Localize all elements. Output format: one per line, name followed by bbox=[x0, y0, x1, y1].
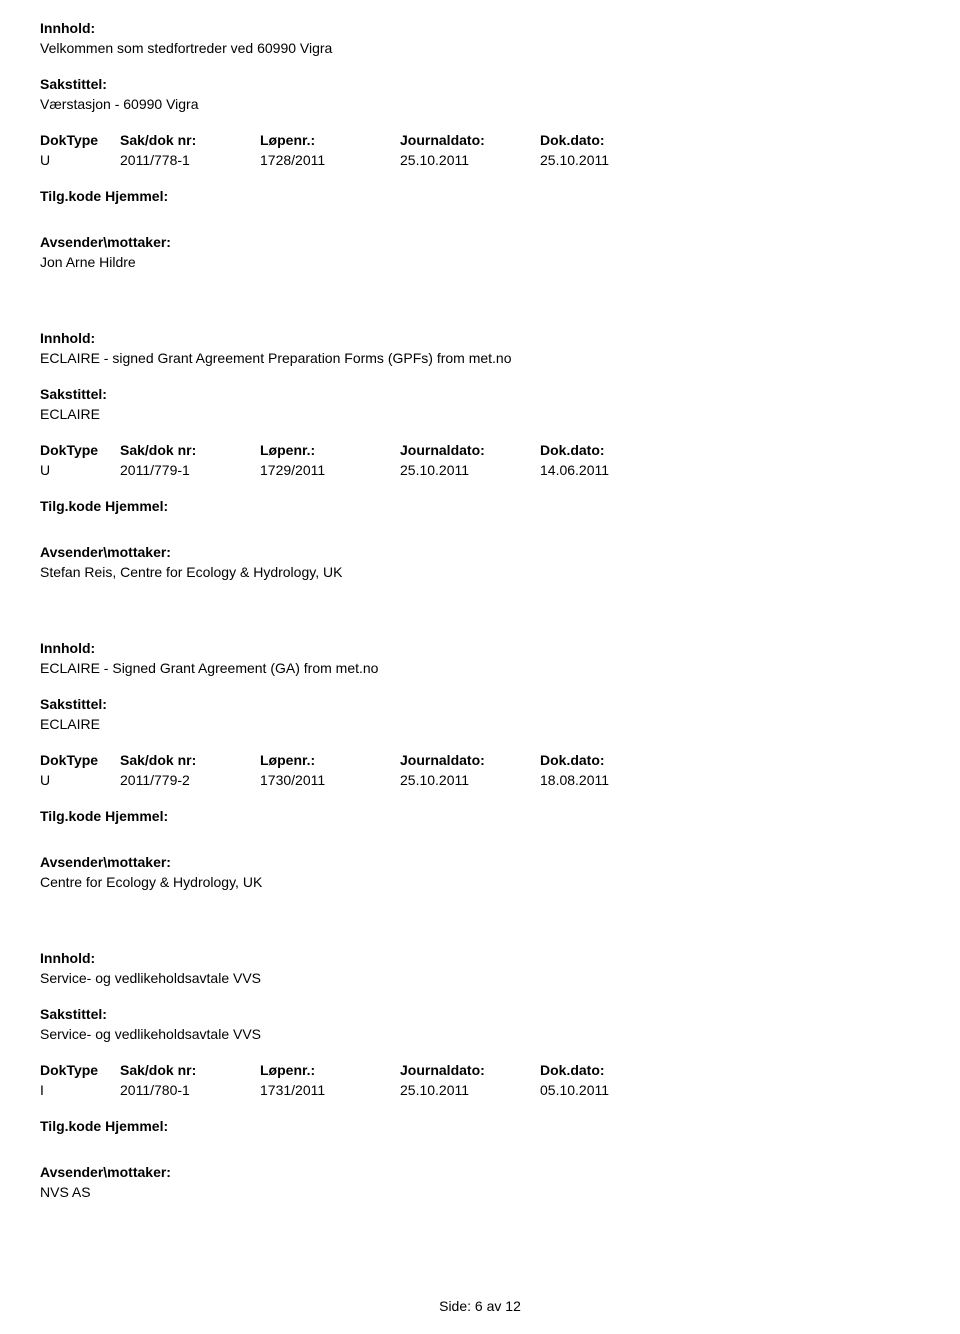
record-3: Innhold: ECLAIRE - Signed Grant Agreemen… bbox=[40, 640, 920, 890]
hjemmel-label: Hjemmel: bbox=[105, 1118, 168, 1134]
doktype-header: DokType bbox=[40, 132, 120, 148]
sakdoknr-header: Sak/dok nr: bbox=[120, 132, 260, 148]
sakdoknr-value: 2011/778-1 bbox=[120, 152, 260, 168]
tilgkode-label: Tilg.kode bbox=[40, 188, 101, 204]
lopenr-header: Løpenr.: bbox=[260, 1062, 400, 1078]
record-4: Innhold: Service- og vedlikeholdsavtale … bbox=[40, 950, 920, 1200]
dokdato-value: 25.10.2011 bbox=[540, 152, 680, 168]
sakstittel-text: Service- og vedlikeholdsavtale VVS bbox=[40, 1026, 920, 1042]
innhold-label: Innhold: bbox=[40, 20, 920, 36]
dokdato-value: 18.08.2011 bbox=[540, 772, 680, 788]
avsender-value: Jon Arne Hildre bbox=[40, 254, 920, 270]
sakstittel-text: ECLAIRE bbox=[40, 716, 920, 732]
sakstittel-text: ECLAIRE bbox=[40, 406, 920, 422]
innhold-text: ECLAIRE - Signed Grant Agreement (GA) fr… bbox=[40, 660, 920, 676]
page-total: 12 bbox=[505, 1298, 521, 1314]
sakdoknr-value: 2011/780-1 bbox=[120, 1082, 260, 1098]
avsender-label: Avsender\mottaker: bbox=[40, 544, 920, 560]
lopenr-value: 1728/2011 bbox=[260, 152, 400, 168]
avsender-block: Avsender\mottaker: Jon Arne Hildre bbox=[40, 234, 920, 270]
table-header: DokType Sak/dok nr: Løpenr.: Journaldato… bbox=[40, 1062, 920, 1078]
innhold-text: ECLAIRE - signed Grant Agreement Prepara… bbox=[40, 350, 920, 366]
journaldato-header: Journaldato: bbox=[400, 1062, 540, 1078]
dokdato-value: 05.10.2011 bbox=[540, 1082, 680, 1098]
journaldato-value: 25.10.2011 bbox=[400, 772, 540, 788]
innhold-label: Innhold: bbox=[40, 950, 920, 966]
table-row: U 2011/779-2 1730/2011 25.10.2011 18.08.… bbox=[40, 772, 920, 788]
innhold-text: Service- og vedlikeholdsavtale VVS bbox=[40, 970, 920, 986]
tilg-hjemmel-row: Tilg.kode Hjemmel: bbox=[40, 188, 920, 204]
page-current: 6 bbox=[475, 1298, 483, 1314]
dokdato-value: 14.06.2011 bbox=[540, 462, 680, 478]
record-1: Innhold: Velkommen som stedfortreder ved… bbox=[40, 20, 920, 270]
avsender-value: Stefan Reis, Centre for Ecology & Hydrol… bbox=[40, 564, 920, 580]
table-header: DokType Sak/dok nr: Løpenr.: Journaldato… bbox=[40, 752, 920, 768]
lopenr-value: 1731/2011 bbox=[260, 1082, 400, 1098]
avsender-block: Avsender\mottaker: NVS AS bbox=[40, 1164, 920, 1200]
side-label: Side: bbox=[439, 1298, 471, 1314]
lopenr-header: Løpenr.: bbox=[260, 132, 400, 148]
table-row: U 2011/779-1 1729/2011 25.10.2011 14.06.… bbox=[40, 462, 920, 478]
sakdoknr-value: 2011/779-2 bbox=[120, 772, 260, 788]
avsender-label: Avsender\mottaker: bbox=[40, 234, 920, 250]
record-2: Innhold: ECLAIRE - signed Grant Agreemen… bbox=[40, 330, 920, 580]
doktype-header: DokType bbox=[40, 1062, 120, 1078]
tilg-hjemmel-row: Tilg.kode Hjemmel: bbox=[40, 498, 920, 514]
table-header: DokType Sak/dok nr: Løpenr.: Journaldato… bbox=[40, 132, 920, 148]
avsender-label: Avsender\mottaker: bbox=[40, 854, 920, 870]
innhold-label: Innhold: bbox=[40, 640, 920, 656]
doktype-header: DokType bbox=[40, 442, 120, 458]
journaldato-value: 25.10.2011 bbox=[400, 152, 540, 168]
journaldato-value: 25.10.2011 bbox=[400, 462, 540, 478]
tilg-hjemmel-row: Tilg.kode Hjemmel: bbox=[40, 1118, 920, 1134]
avsender-label: Avsender\mottaker: bbox=[40, 1164, 920, 1180]
tilgkode-label: Tilg.kode bbox=[40, 498, 101, 514]
doktype-value: U bbox=[40, 772, 120, 788]
hjemmel-label: Hjemmel: bbox=[105, 498, 168, 514]
sakstittel-label: Sakstittel: bbox=[40, 76, 920, 92]
lopenr-value: 1730/2011 bbox=[260, 772, 400, 788]
avsender-value: Centre for Ecology & Hydrology, UK bbox=[40, 874, 920, 890]
avsender-block: Avsender\mottaker: Stefan Reis, Centre f… bbox=[40, 544, 920, 580]
lopenr-header: Løpenr.: bbox=[260, 752, 400, 768]
sakstittel-label: Sakstittel: bbox=[40, 696, 920, 712]
journaldato-value: 25.10.2011 bbox=[400, 1082, 540, 1098]
tilg-hjemmel-row: Tilg.kode Hjemmel: bbox=[40, 808, 920, 824]
sakstittel-label: Sakstittel: bbox=[40, 1006, 920, 1022]
sakstittel-text: Værstasjon - 60990 Vigra bbox=[40, 96, 920, 112]
doktype-header: DokType bbox=[40, 752, 120, 768]
sakdoknr-header: Sak/dok nr: bbox=[120, 752, 260, 768]
tilgkode-label: Tilg.kode bbox=[40, 1118, 101, 1134]
sakstittel-label: Sakstittel: bbox=[40, 386, 920, 402]
dokdato-header: Dok.dato: bbox=[540, 442, 680, 458]
lopenr-value: 1729/2011 bbox=[260, 462, 400, 478]
journaldato-header: Journaldato: bbox=[400, 442, 540, 458]
sakdoknr-value: 2011/779-1 bbox=[120, 462, 260, 478]
journaldato-header: Journaldato: bbox=[400, 132, 540, 148]
innhold-label: Innhold: bbox=[40, 330, 920, 346]
dokdato-header: Dok.dato: bbox=[540, 132, 680, 148]
sakdoknr-header: Sak/dok nr: bbox=[120, 442, 260, 458]
sakdoknr-header: Sak/dok nr: bbox=[120, 1062, 260, 1078]
table-row: U 2011/778-1 1728/2011 25.10.2011 25.10.… bbox=[40, 152, 920, 168]
doktype-value: U bbox=[40, 152, 120, 168]
lopenr-header: Løpenr.: bbox=[260, 442, 400, 458]
av-label: av bbox=[487, 1298, 502, 1314]
hjemmel-label: Hjemmel: bbox=[105, 808, 168, 824]
page-footer: Side: 6 av 12 bbox=[0, 1298, 960, 1314]
table-row: I 2011/780-1 1731/2011 25.10.2011 05.10.… bbox=[40, 1082, 920, 1098]
table-header: DokType Sak/dok nr: Løpenr.: Journaldato… bbox=[40, 442, 920, 458]
hjemmel-label: Hjemmel: bbox=[105, 188, 168, 204]
dokdato-header: Dok.dato: bbox=[540, 752, 680, 768]
avsender-value: NVS AS bbox=[40, 1184, 920, 1200]
journaldato-header: Journaldato: bbox=[400, 752, 540, 768]
doktype-value: U bbox=[40, 462, 120, 478]
innhold-text: Velkommen som stedfortreder ved 60990 Vi… bbox=[40, 40, 920, 56]
doktype-value: I bbox=[40, 1082, 120, 1098]
tilgkode-label: Tilg.kode bbox=[40, 808, 101, 824]
avsender-block: Avsender\mottaker: Centre for Ecology & … bbox=[40, 854, 920, 890]
dokdato-header: Dok.dato: bbox=[540, 1062, 680, 1078]
